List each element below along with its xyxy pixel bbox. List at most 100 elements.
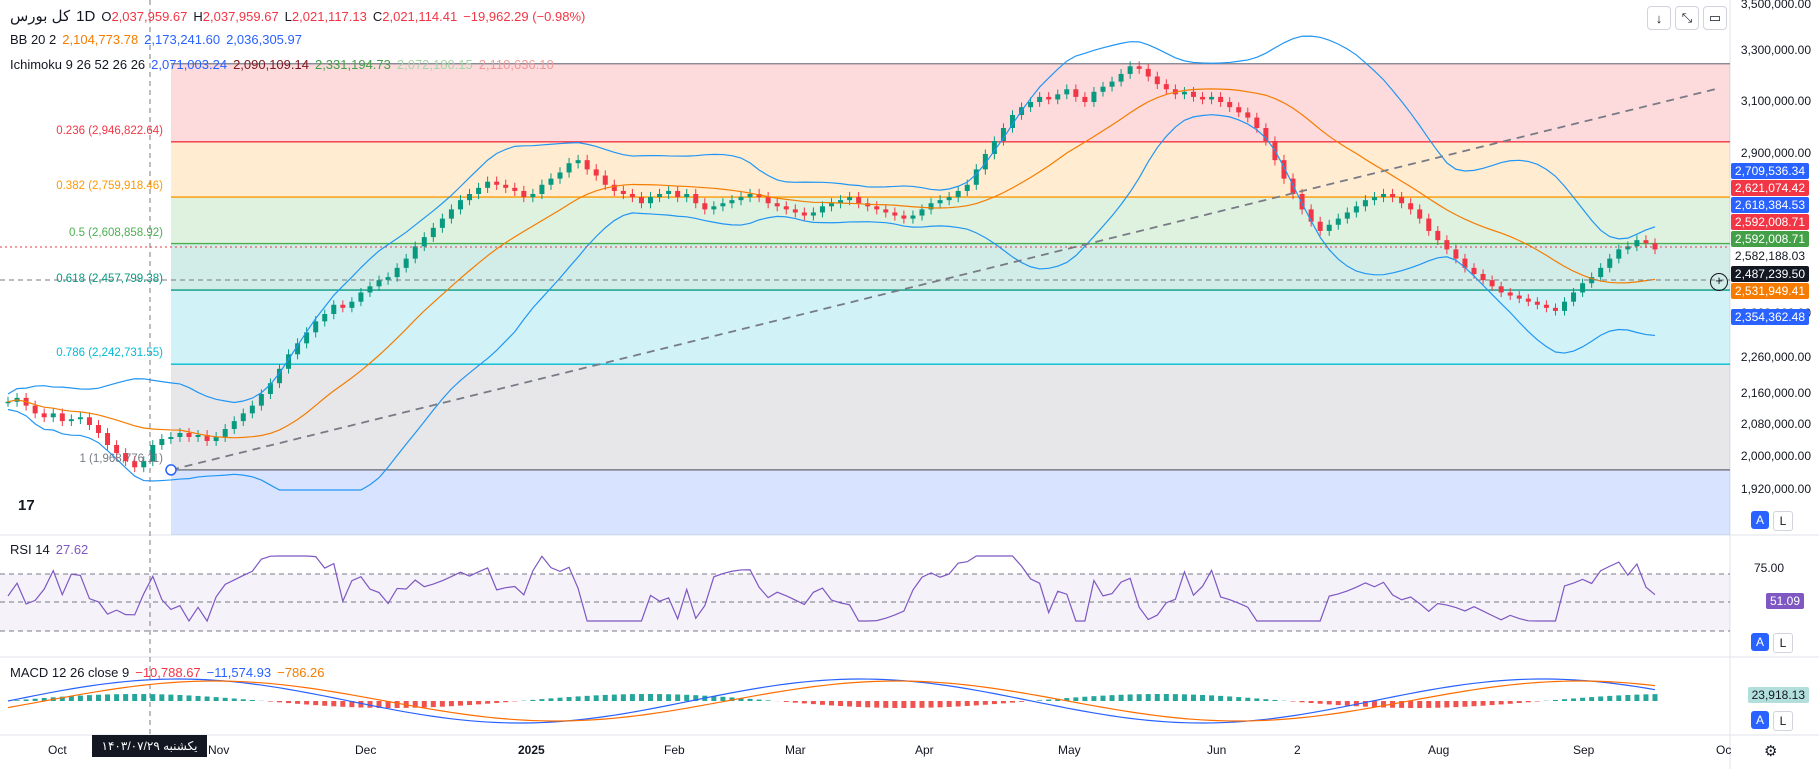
macd-histogram-bar bbox=[86, 695, 92, 701]
macd-histogram-bar bbox=[159, 694, 165, 701]
macd-histogram-bar bbox=[1625, 694, 1631, 701]
macd-histogram-bar bbox=[1580, 697, 1586, 701]
macd-histogram-bar bbox=[1136, 694, 1142, 701]
macd-histogram-bar bbox=[557, 697, 563, 701]
candle-body bbox=[1009, 115, 1015, 128]
candle-body bbox=[973, 169, 979, 185]
price-tag: 2,709,536.34 bbox=[1730, 163, 1809, 179]
candle-body bbox=[1145, 68, 1151, 77]
macd-auto-scale-button[interactable]: A bbox=[1751, 711, 1769, 729]
candle-body bbox=[819, 206, 825, 213]
rsi-log-scale-button[interactable]: L bbox=[1773, 633, 1793, 653]
macd-histogram-bar bbox=[1163, 694, 1169, 701]
price-tag: 2,531,949.41 bbox=[1730, 283, 1809, 299]
candle-body bbox=[123, 453, 129, 462]
macd-histogram-bar bbox=[1525, 701, 1531, 703]
macd-histogram-bar bbox=[1652, 694, 1658, 701]
candle-body bbox=[304, 332, 310, 344]
candle-body bbox=[1227, 102, 1233, 108]
candle-body bbox=[847, 197, 853, 201]
tradingview-logo-icon[interactable]: 17 bbox=[18, 497, 35, 514]
candle-body bbox=[792, 209, 798, 213]
candle-body bbox=[1245, 112, 1251, 118]
auto-scale-button[interactable]: A bbox=[1751, 511, 1769, 529]
open-value: 2,037,959.67 bbox=[111, 8, 188, 24]
close-key: C bbox=[372, 8, 383, 24]
rsi-auto-scale-button[interactable]: A bbox=[1751, 633, 1769, 651]
candle-body bbox=[530, 194, 536, 198]
macd-histogram-bar bbox=[783, 701, 789, 702]
macd-histogram-bar bbox=[394, 701, 400, 708]
settings-icon[interactable]: ⚙ bbox=[1764, 743, 1778, 760]
time-axis-label: Mar bbox=[785, 743, 806, 757]
macd-histogram-bar bbox=[32, 698, 38, 701]
macd-histogram-bar bbox=[620, 694, 626, 701]
candle-body bbox=[593, 169, 599, 176]
macd-histogram-bar bbox=[1634, 694, 1640, 701]
candle-body bbox=[367, 286, 373, 293]
candle-body bbox=[1073, 89, 1079, 97]
macd-histogram-bar bbox=[1046, 699, 1052, 701]
fib-zone-top bbox=[171, 63, 1730, 142]
interval[interactable]: 1D bbox=[76, 7, 96, 25]
restore-icon[interactable]: ▭ bbox=[1703, 6, 1727, 30]
macd-histogram-bar bbox=[973, 701, 979, 706]
candle-body bbox=[1308, 209, 1314, 222]
candle-body bbox=[1064, 89, 1070, 95]
macd-histogram-bar bbox=[1181, 694, 1187, 701]
candle-body bbox=[1317, 221, 1323, 231]
price-tag: 2,618,384.53 bbox=[1730, 197, 1809, 213]
candle-body bbox=[1507, 292, 1513, 296]
candle-body bbox=[1127, 66, 1133, 74]
macd-histogram-bar bbox=[1417, 701, 1423, 708]
macd-histogram-bar bbox=[1037, 700, 1043, 701]
candle-body bbox=[1562, 301, 1568, 311]
macd-histogram-bar bbox=[467, 701, 473, 706]
arrow-down-icon[interactable]: ↓ bbox=[1647, 6, 1671, 30]
macd-histogram-bar bbox=[810, 701, 816, 705]
macd-histogram-bar bbox=[186, 695, 192, 701]
collapse-icon[interactable]: ⤡ bbox=[1675, 6, 1699, 30]
candle-body bbox=[557, 172, 563, 179]
crosshair-plus-icon[interactable]: + bbox=[1710, 273, 1728, 291]
candle-body bbox=[1118, 73, 1124, 82]
macd-histogram-bar bbox=[1019, 701, 1025, 702]
macd-histogram-bar bbox=[1335, 701, 1341, 706]
candle-body bbox=[403, 258, 409, 268]
price-axis-label: 2,900,000.00 bbox=[1740, 146, 1811, 160]
macd-histogram-bar bbox=[729, 697, 735, 701]
candle-body bbox=[439, 218, 445, 228]
macd-histogram-bar bbox=[430, 701, 436, 708]
macd-histogram-bar bbox=[1209, 695, 1215, 701]
pane-controls: ↓ ⤡ ▭ bbox=[1647, 6, 1727, 30]
macd-histogram-bar bbox=[675, 694, 681, 701]
candle-body bbox=[231, 421, 237, 429]
macd-histogram-bar bbox=[1534, 701, 1540, 702]
candle-body bbox=[838, 200, 844, 204]
candle-body bbox=[1082, 96, 1088, 102]
rsi-legend[interactable]: RSI 14 27.62 bbox=[10, 542, 88, 557]
symbol-name[interactable]: کل بورس bbox=[10, 8, 71, 25]
macd-histogram-bar bbox=[1471, 701, 1477, 707]
candle-body bbox=[575, 160, 581, 164]
macd-log-scale-button[interactable]: L bbox=[1773, 711, 1793, 731]
macd-histogram-bar bbox=[801, 701, 807, 704]
macd-histogram-bar bbox=[295, 701, 301, 704]
symbol-legend: کل بورس 1D O2,037,959.67 H2,037,959.67 L… bbox=[10, 7, 585, 26]
candle-body bbox=[774, 203, 780, 207]
macd-histogram-bar bbox=[448, 701, 454, 707]
candle-body bbox=[1091, 91, 1097, 102]
macd-histogram-bar bbox=[439, 701, 445, 707]
candle-body bbox=[1209, 96, 1215, 100]
candle-body bbox=[1534, 301, 1540, 305]
macd-legend[interactable]: MACD 12 26 close 9 −10,788.67 −11,574.93… bbox=[10, 665, 325, 680]
price-tag: 2,621,074.42 bbox=[1730, 180, 1809, 196]
candle-body bbox=[1426, 218, 1432, 231]
ichimoku-legend[interactable]: Ichimoku 9 26 52 26 26 2,071,003.24 2,09… bbox=[10, 57, 554, 72]
candle-body bbox=[448, 209, 454, 219]
candle-body bbox=[494, 181, 500, 185]
bb-legend[interactable]: BB 20 2 2,104,773.78 2,173,241.60 2,036,… bbox=[10, 32, 302, 47]
log-scale-button[interactable]: L bbox=[1773, 511, 1793, 531]
candle-body bbox=[267, 383, 273, 394]
